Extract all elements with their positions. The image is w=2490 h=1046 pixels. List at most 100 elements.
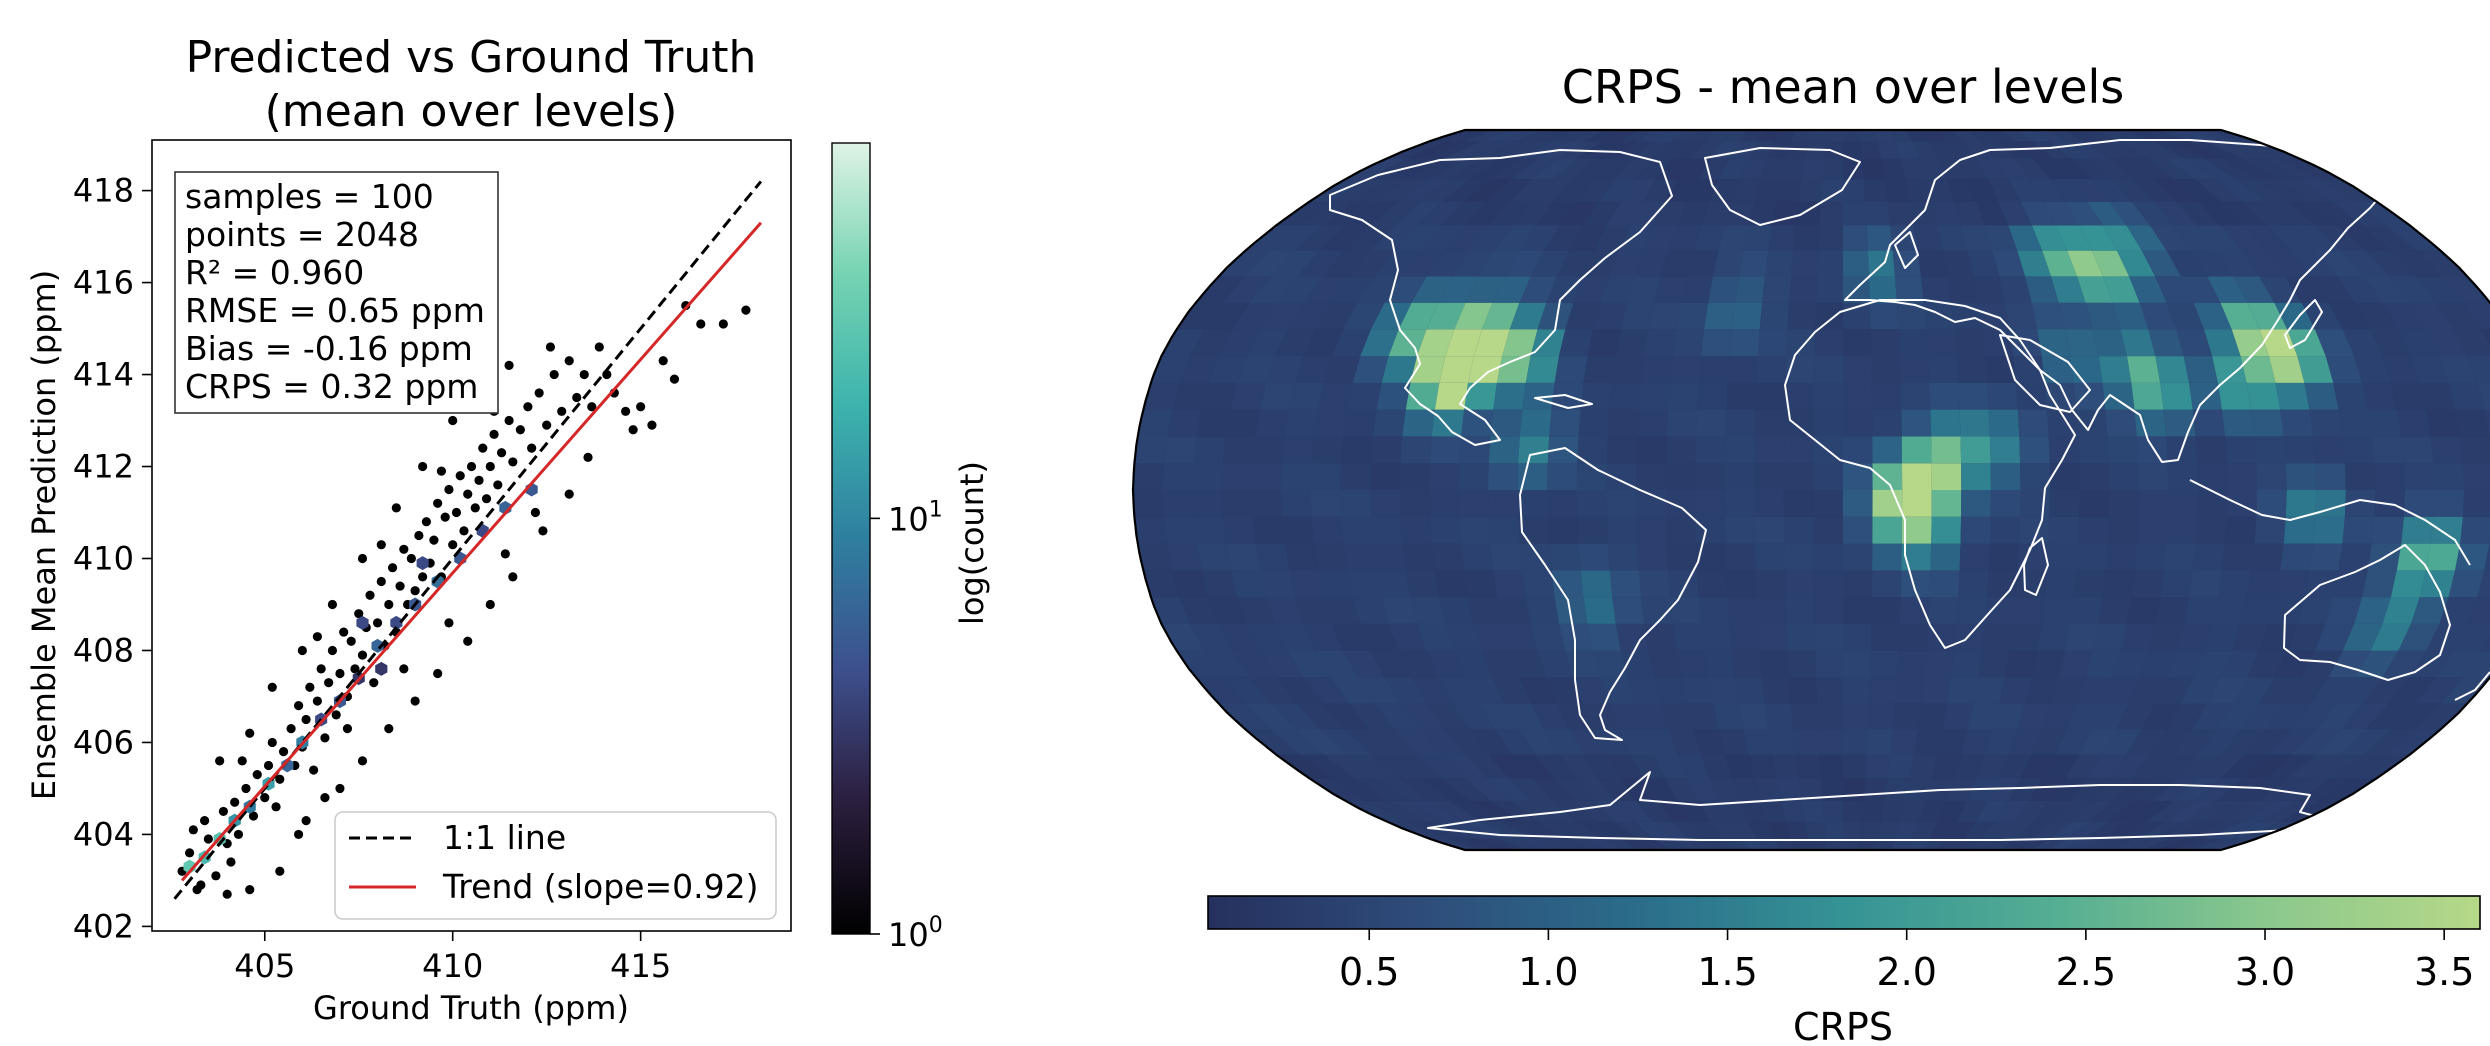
map-cell — [2091, 778, 2132, 801]
map-cell — [1388, 623, 1427, 651]
map-cell — [2066, 821, 2109, 839]
scatter-point-97 — [647, 420, 657, 430]
map-cell — [1735, 276, 1765, 303]
map-cell — [1549, 409, 1581, 437]
map-cell — [1634, 703, 1669, 730]
map-cell — [2243, 201, 2292, 226]
map-cell — [2187, 141, 2242, 159]
scatter-point-24 — [293, 701, 304, 711]
map-cell — [2091, 179, 2132, 202]
map-cell — [2087, 201, 2127, 226]
map-cell — [1419, 729, 1465, 755]
map-cell — [2246, 382, 2281, 410]
map-cell — [2019, 436, 2050, 464]
map-cell — [1843, 778, 1866, 801]
map-cell — [2389, 276, 2437, 303]
map-cell — [2134, 543, 2167, 571]
map-cell — [1425, 141, 1482, 159]
scatter-point-12 — [226, 857, 236, 867]
map-cell — [2103, 677, 2140, 704]
map-cell — [2195, 436, 2227, 464]
map-cell — [1677, 201, 1710, 226]
map-cell — [1201, 570, 1238, 598]
map-cell — [2070, 597, 2103, 624]
scatter-point-48 — [384, 599, 394, 610]
scatter-point-76 — [489, 429, 499, 439]
map-cell — [1843, 225, 1868, 251]
map-cell — [2166, 302, 2204, 330]
coastline-australia — [2283, 544, 2451, 681]
map-cell — [2337, 276, 2383, 303]
map-cell — [1928, 597, 1959, 624]
scatter-point-60 — [429, 535, 439, 545]
map-cell — [1635, 158, 1673, 180]
map-cell — [1601, 130, 1639, 142]
map-cell — [1822, 800, 1843, 822]
map-globe — [1131, 128, 2490, 852]
map-cell — [1843, 201, 1867, 226]
map-cell — [1284, 543, 1319, 571]
map-cell — [1756, 838, 1780, 850]
map-cell — [2207, 276, 2248, 303]
map-cell — [1637, 543, 1669, 571]
map-cell — [2247, 650, 2288, 678]
map-cell — [1405, 570, 1440, 598]
map-cell — [1921, 130, 1947, 142]
map-cell — [1398, 650, 1439, 678]
map-cell — [2298, 778, 2355, 801]
map-cell — [2426, 543, 2461, 571]
map-cell — [1276, 201, 1332, 226]
map-cell — [1860, 821, 1881, 839]
y-tick-label-406: 406 — [73, 723, 134, 761]
map-cell — [1535, 754, 1577, 779]
map-cell — [1464, 130, 1513, 142]
map-cell — [1784, 543, 1814, 571]
map-cell — [2079, 225, 2117, 251]
map-cell — [1739, 250, 1769, 277]
map-cell — [1630, 201, 1666, 226]
map-cell — [1670, 838, 1702, 850]
map-cell — [2260, 800, 2320, 822]
map-cell — [2070, 800, 2113, 822]
scatter-point-135 — [342, 724, 353, 734]
map-cell — [1537, 650, 1574, 678]
map-cell — [1843, 436, 1873, 464]
map-cell — [2101, 821, 2147, 839]
y-tick-label-404: 404 — [73, 815, 134, 853]
map-cell — [1696, 409, 1727, 437]
map-cell — [1660, 250, 1694, 277]
map-cell — [1748, 754, 1777, 779]
map-cell — [1825, 130, 1843, 142]
map-cell — [1909, 754, 1938, 779]
map-cell — [2133, 778, 2177, 801]
map-cell — [2415, 276, 2464, 303]
map-cell — [1237, 597, 1275, 624]
map-cell — [1487, 778, 1533, 801]
scatter-point-17 — [263, 760, 274, 771]
scatter-point-92 — [594, 342, 604, 352]
map-cell — [1988, 179, 2021, 202]
map-cell — [2153, 179, 2199, 202]
scatter-point-5 — [211, 871, 221, 881]
map-cell — [1704, 650, 1736, 678]
map-cell — [2382, 650, 2426, 678]
map-cell — [1967, 250, 2000, 277]
map-cell — [1310, 463, 1342, 490]
map-cell — [1867, 250, 1895, 277]
map-cell — [1843, 703, 1869, 730]
map-cell — [1533, 130, 1576, 142]
map-cell — [2032, 141, 2071, 159]
map-cell — [2031, 302, 2066, 330]
map-cell — [1976, 201, 2009, 226]
map-cell — [1877, 141, 1900, 159]
map-cell — [1303, 623, 1344, 651]
map-cell — [1791, 130, 1812, 142]
map-cell — [1601, 838, 1639, 850]
map-cell — [2313, 516, 2345, 544]
map-cell — [1816, 276, 1843, 303]
map-cell — [1295, 597, 1332, 624]
map-cell — [1867, 703, 1895, 730]
map-cell — [1929, 141, 1957, 159]
map-cell — [2031, 130, 2067, 142]
map-cell — [1299, 201, 1354, 226]
